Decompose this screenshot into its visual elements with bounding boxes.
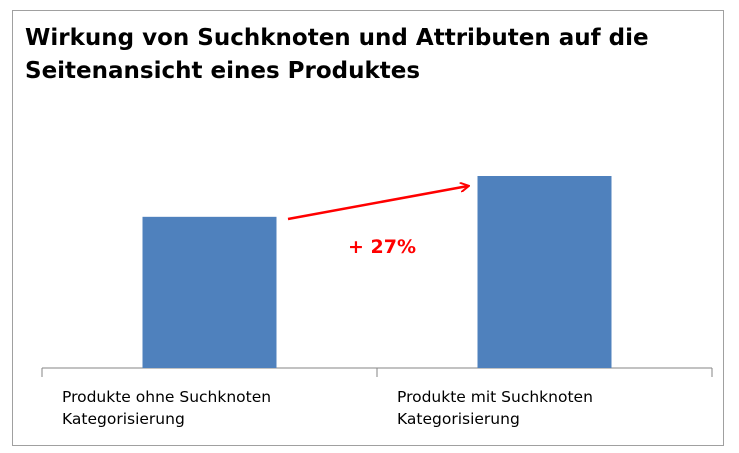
chart-title: Wirkung von Suchknoten und Attributen au… [25,25,649,84]
annotation: + 27% [348,236,416,258]
chart-frame [12,10,724,446]
bar [142,216,277,368]
x-tick-label: Produkte ohne Suchknoten Kategorisierung [62,388,272,428]
arrow [287,186,468,221]
x-tick-label: Produkte mit Suchknoten Kategorisierung [397,388,593,428]
bar [477,176,612,368]
